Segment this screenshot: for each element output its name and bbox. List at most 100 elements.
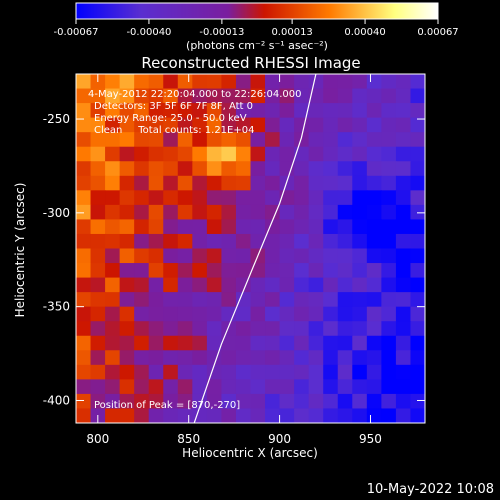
heatmap-cell: [410, 74, 425, 90]
heatmap-cell: [352, 204, 368, 221]
heatmap-cell: [381, 408, 397, 423]
heatmap-cell: [163, 175, 179, 191]
heatmap-cell: [250, 190, 266, 206]
y-tick-label: -350: [43, 300, 70, 314]
heatmap-cell: [105, 117, 121, 133]
heatmap-cell: [294, 117, 310, 133]
y-axis-ticks: -250 -300 -350 -400: [43, 112, 425, 407]
heatmap-cell: [265, 248, 281, 264]
heatmap-cell: [192, 146, 208, 162]
heatmap-cell: [105, 204, 121, 221]
heatmap-cell: [308, 248, 324, 264]
heatmap-cell: [381, 335, 397, 351]
heatmap-cell: [395, 161, 412, 177]
heatmap-cell: [308, 175, 324, 191]
heatmap-cell: [352, 306, 368, 322]
heatmap-cell: [119, 219, 135, 235]
heatmap-cell: [76, 379, 92, 395]
heatmap-cell: [395, 364, 412, 380]
heatmap-cell: [163, 408, 179, 423]
heatmap-cell: [265, 393, 281, 410]
heatmap-cell: [177, 233, 193, 250]
heatmap-cell: [308, 88, 324, 104]
heatmap-cell: [410, 321, 425, 337]
heatmap-cell: [192, 321, 208, 337]
heatmap-cell: [366, 132, 382, 148]
heatmap-cell: [352, 379, 368, 395]
heatmap-cell: [119, 88, 135, 104]
heatmap-cell: [395, 292, 412, 308]
heatmap-cell: [265, 190, 281, 206]
heatmap-cell: [395, 379, 412, 395]
heatmap-cell: [192, 263, 208, 279]
heatmap-cell: [163, 248, 179, 264]
y-tick-label: -300: [43, 206, 70, 220]
heatmap-cell: [410, 379, 425, 395]
heatmap-cell: [250, 146, 266, 162]
heatmap-cell: [119, 146, 135, 162]
heatmap-cell: [265, 277, 281, 293]
heatmap-cell: [337, 248, 353, 264]
heatmap-cell: [235, 219, 252, 235]
colorbar-tick-label: 0.00067: [417, 27, 458, 38]
heatmap-cell: [410, 146, 425, 162]
heatmap-cell: [294, 161, 310, 177]
heatmap-cell: [76, 277, 92, 293]
heatmap-cell: [265, 263, 281, 279]
heatmap-cell: [206, 277, 223, 293]
heatmap-cell: [381, 190, 397, 206]
heatmap-cell: [323, 335, 339, 351]
heatmap-cell: [294, 350, 310, 366]
heatmap-cell: [366, 379, 382, 395]
heatmap-cell: [221, 379, 237, 395]
heatmap-cell: [206, 408, 223, 423]
heatmap-cell: [294, 379, 310, 395]
heatmap-cell: [105, 277, 121, 293]
heatmap-cell: [366, 117, 382, 133]
heatmap-cell: [163, 335, 179, 351]
heatmap-cell: [337, 88, 353, 104]
heatmap-cell: [395, 132, 412, 148]
heatmap-cell: [395, 146, 412, 162]
heatmap-cell: [119, 408, 135, 423]
heatmap-cell: [163, 103, 179, 119]
heatmap-cell: [308, 146, 324, 162]
heatmap-cell: [410, 393, 425, 410]
heatmap-cell: [76, 292, 92, 308]
heatmap-cell: [294, 103, 310, 119]
heatmap-cell: [163, 74, 179, 90]
heatmap-cell: [177, 117, 193, 133]
heatmap-cell: [352, 277, 368, 293]
heatmap-cell: [221, 103, 237, 119]
heatmap-cell: [279, 306, 295, 322]
heatmap-cell: [250, 204, 266, 221]
heatmap-cell: [308, 233, 324, 250]
heatmap-cell: [119, 379, 135, 395]
heatmap-cell: [235, 175, 252, 191]
heatmap-cell: [148, 393, 164, 410]
heatmap-cell: [323, 146, 339, 162]
heatmap-cell: [206, 190, 223, 206]
y-tick-label: -250: [43, 112, 70, 126]
heatmap-cell: [410, 364, 425, 380]
heatmap-cell: [308, 117, 324, 133]
heatmap-cell: [163, 364, 179, 380]
heatmap-cell: [323, 219, 339, 235]
heatmap-cell: [366, 204, 382, 221]
heatmap-cell: [381, 219, 397, 235]
heatmap-cell: [250, 408, 266, 423]
heatmap-cell: [279, 146, 295, 162]
heatmap-cell: [221, 248, 237, 264]
heatmap-cell: [148, 277, 164, 293]
heatmap-cell: [381, 204, 397, 221]
heatmap-cell: [265, 292, 281, 308]
heatmap-cell: [308, 408, 324, 423]
heatmap-cell: [337, 335, 353, 351]
heatmap-cell: [105, 379, 121, 395]
footer-timestamp: 10-May-2022 10:08: [367, 482, 494, 497]
heatmap-cell: [279, 190, 295, 206]
heatmap-cell: [250, 277, 266, 293]
heatmap-cell: [148, 364, 164, 380]
heatmap-cell: [381, 321, 397, 337]
heatmap-cell: [366, 74, 382, 90]
